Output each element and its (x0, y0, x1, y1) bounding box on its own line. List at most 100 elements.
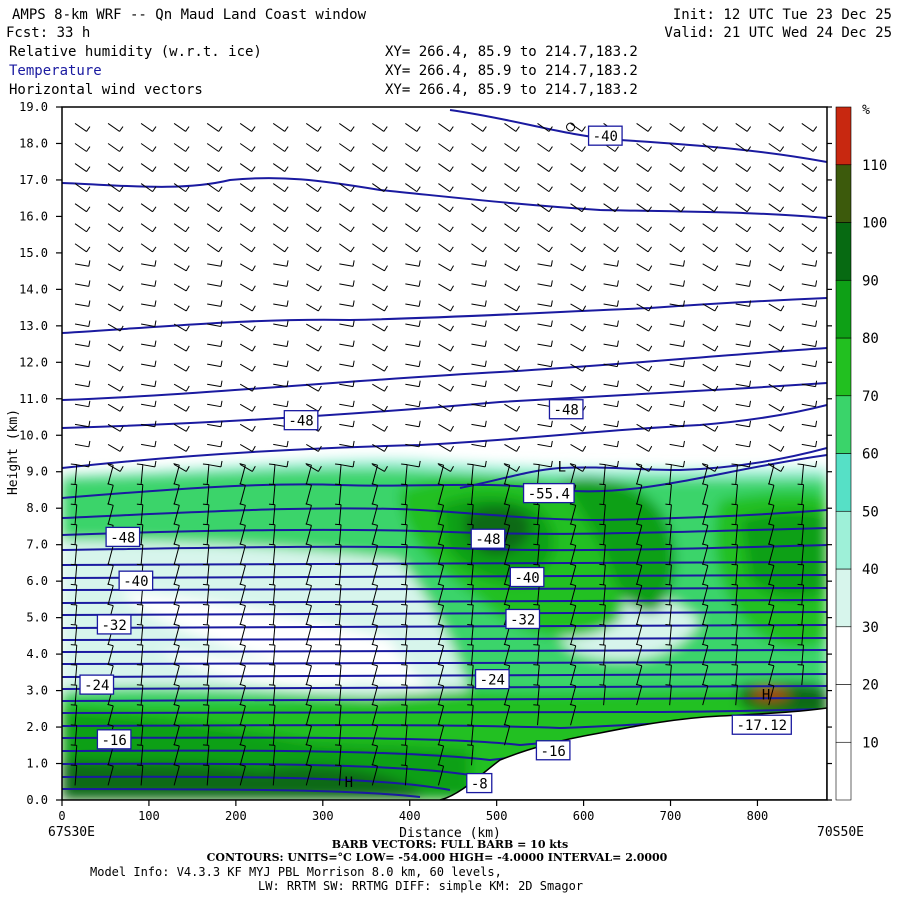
contour-label: -24 (79, 674, 115, 695)
colorbar-segment (835, 279, 852, 339)
svg-text:-32: -32 (102, 618, 127, 634)
colorbar-label: 70 (862, 389, 879, 405)
colorbar-label: 100 (862, 216, 887, 232)
right-endpoint-label: 70S50E (817, 825, 864, 840)
contour-label: -8 (466, 772, 493, 794)
barb-legend: BARB VECTORS: FULL BARB = 10 kts (332, 838, 568, 851)
contour-label: -48 (470, 528, 506, 549)
colorbar-segment (835, 395, 852, 454)
svg-text:-40: -40 (593, 129, 618, 145)
station-marker (566, 122, 576, 132)
x-tick-label: 500 (486, 809, 508, 823)
x-tick-label: 300 (312, 809, 334, 823)
chart-title: AMPS 8-km WRF -- Qn Maud Land Coast wind… (12, 7, 367, 23)
colorbar: 10 20 30 40 50 60 70 80 90 100 110 (835, 106, 887, 801)
y-tick-label: 4.0 (26, 647, 48, 661)
svg-text:-16: -16 (541, 744, 566, 760)
x-tick-label: 600 (573, 809, 595, 823)
y-tick-label: 6.0 (26, 574, 48, 588)
colorbar-segment (835, 684, 852, 743)
y-tick-label: 7.0 (26, 538, 48, 552)
svg-text:-48: -48 (110, 530, 135, 546)
contour-labels: -40 -48 -48 -55.4 -48 -48 -40 -40 -32 -32 -24 -24 -1… (79, 122, 792, 794)
y-tick-label: 9.0 (26, 465, 48, 479)
colorbar-label: 40 (862, 562, 879, 578)
svg-text:-24: -24 (480, 673, 505, 689)
x-tick-label: 700 (660, 809, 682, 823)
axes: 0.0 1.0 2.0 3.0 4.0 5.0 6.0 7.0 8.0 9.0 10.0 11.0 12… (19, 100, 832, 823)
x-tick-label: 800 (747, 809, 769, 823)
y-tick-label: 16.0 (19, 209, 48, 223)
colorbar-segment (835, 510, 852, 570)
colorbar-unit: % (862, 103, 870, 118)
init-time: Init: 12 UTC Tue 23 Dec 25 (673, 7, 892, 23)
contour-info: CONTOURS: UNITS=°C LOW= -54.000 HIGH= -4… (207, 851, 668, 864)
contour-label: -16 (535, 740, 571, 761)
terrain (439, 707, 827, 800)
svg-text:-48: -48 (554, 403, 579, 419)
x-tick-label: 200 (225, 809, 247, 823)
contour-extremum-marker: L (558, 460, 566, 476)
colorbar-segment (835, 164, 852, 223)
contour-label: -40 (118, 570, 154, 591)
y-tick-label: 12.0 (19, 355, 48, 369)
field-xy-rh: XY= 266.4, 85.9 to 214.7,183.2 (385, 44, 638, 60)
svg-text:-24: -24 (84, 678, 109, 694)
contour-label: -48 (548, 399, 584, 420)
svg-text:-48: -48 (475, 532, 500, 548)
plot-area (62, 107, 827, 800)
contour-extremum-marker: H (762, 688, 770, 704)
colorbar-segment (835, 453, 852, 512)
y-tick-label: 18.0 (19, 136, 48, 150)
valid-time: Valid: 21 UTC Wed 24 Dec 25 (664, 25, 892, 41)
svg-text:-16: -16 (102, 733, 127, 749)
colorbar-label: 110 (862, 158, 887, 174)
colorbar-label: 90 (862, 273, 879, 289)
contour-label: -40 (587, 125, 623, 146)
y-tick-label: 2.0 (26, 720, 48, 734)
x-tick-label: 400 (399, 809, 421, 823)
field-name-wind: Horizontal wind vectors (9, 82, 203, 98)
x-axis-label: Distance (km) (399, 826, 501, 841)
colorbar-segment (835, 568, 852, 628)
contour-extremum-marker: H (345, 775, 353, 791)
model-info-1: Model Info: V4.3.3 KF MYJ PBL Morrison 8… (90, 865, 502, 879)
y-tick-label: 11.0 (19, 392, 48, 406)
forecast-hour: Fcst: 33 h (6, 25, 90, 41)
y-tick-label: 15.0 (19, 246, 48, 260)
svg-text:-55.4: -55.4 (528, 487, 570, 503)
model-info-2: LW: RRTM SW: RRTMG DIFF: simple KM: 2D S… (258, 879, 583, 893)
colorbar-segment (835, 741, 852, 801)
y-tick-label: 14.0 (19, 282, 48, 296)
colorbar-label: 50 (862, 504, 879, 520)
field-xy-temperature: XY= 266.4, 85.9 to 214.7,183.2 (385, 63, 638, 79)
svg-text:-17.12: -17.12 (737, 718, 788, 734)
colorbar-label: 10 (862, 735, 879, 751)
svg-text:-32: -32 (510, 612, 535, 628)
y-tick-label: 8.0 (26, 501, 48, 515)
colorbar-segment (835, 337, 852, 397)
colorbar-label: 20 (862, 678, 879, 694)
contour-label: -48 (283, 410, 319, 431)
y-tick-label: 0.0 (26, 793, 48, 807)
contour-label: -48 (105, 526, 141, 548)
field-name-rh: Relative humidity (w.r.t. ice) (9, 44, 262, 60)
y-tick-label: 19.0 (19, 100, 48, 114)
field-name-temperature: Temperature (9, 63, 102, 79)
colorbar-segment (835, 626, 852, 685)
field-xy-wind: XY= 266.4, 85.9 to 214.7,183.2 (385, 82, 638, 98)
x-tick-label: 0 (58, 809, 65, 823)
y-tick-label: 5.0 (26, 611, 48, 625)
y-tick-label: 10.0 (19, 428, 48, 442)
colorbar-segment (835, 222, 852, 281)
svg-text:-40: -40 (514, 571, 539, 587)
svg-text:-8: -8 (471, 777, 488, 793)
contour-label: -16 (96, 729, 132, 750)
y-tick-label: 13.0 (19, 319, 48, 333)
y-tick-label: 3.0 (26, 684, 48, 698)
x-tick-label: 100 (138, 809, 160, 823)
colorbar-label: 30 (862, 620, 879, 636)
contour-label: -32 (505, 608, 541, 630)
colorbar-segment (835, 106, 852, 166)
svg-text:-48: -48 (288, 414, 313, 430)
